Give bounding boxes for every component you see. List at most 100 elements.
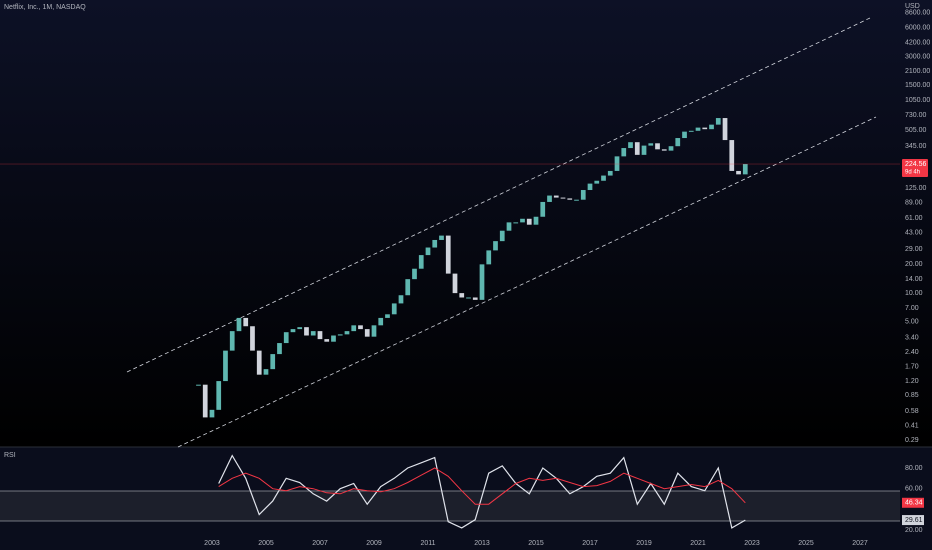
y-tick-label: 61.00 [905,215,923,222]
candle [405,279,411,296]
chart-title: Netflix, Inc., 1M, NASDAQ [4,4,86,11]
candle [364,329,370,337]
y-tick-label: 0.85 [905,392,919,399]
y-tick-label: 345.00 [905,143,927,150]
candle [722,118,728,141]
candle [216,381,222,410]
y-tick-label: 1500.00 [905,82,930,89]
countdown: 9d 4h [905,170,920,176]
candle [412,268,417,280]
candle [682,131,687,139]
candle [655,143,660,150]
candle [560,197,566,199]
candle [607,170,613,176]
candle [526,218,532,225]
candle [425,247,431,256]
candle [601,175,606,181]
x-tick-label: 2007 [312,540,328,547]
x-tick-label: 2027 [852,540,868,547]
candle [533,216,539,225]
candle [702,127,708,130]
x-tick-label: 2011 [420,540,435,547]
rsi-value-box [902,515,924,526]
candle [270,354,276,370]
candle [243,317,249,327]
candle [499,230,505,242]
y-tick-label: 20.00 [905,527,923,534]
candle [351,325,357,332]
y-tick-label: 1050.00 [905,97,930,104]
candle [736,170,741,175]
rsi-value-box [902,497,924,508]
candle [337,334,343,336]
candle [256,350,262,375]
y-tick-label: 730.00 [905,112,927,119]
candle [202,384,208,418]
x-tick-label: 2003 [204,540,220,547]
x-tick-label: 2015 [528,540,544,547]
y-tick-label: 2100.00 [905,68,930,75]
candle [263,369,269,375]
rsi-line [218,467,746,505]
candle [661,149,667,151]
candle [580,190,586,200]
candle [418,255,424,269]
candle [452,273,458,294]
x-tick-label: 2013 [474,540,490,547]
candle [223,350,228,382]
candle [594,180,600,184]
candle [520,218,525,223]
candle [445,235,451,274]
x-tick-label: 2005 [258,540,274,547]
price-pane [0,0,932,447]
candle [385,314,390,318]
candle [277,343,282,355]
candle [358,325,363,330]
x-tick-label: 2019 [636,540,652,547]
x-tick-label: 2025 [798,540,814,547]
y-tick-label: 0.58 [905,408,919,415]
candle [391,303,397,315]
y-tick-label: 1.20 [905,378,919,385]
candle [466,297,471,299]
candle [729,140,735,171]
candle [250,326,255,351]
candle [628,142,633,149]
rsi-band [0,491,900,521]
candle [331,335,336,342]
y-tick-label: 10.00 [905,290,923,297]
candle [486,250,492,265]
y-tick-label: 5.00 [905,319,919,326]
channel-line [177,116,877,448]
y-tick-label: 3.40 [905,335,919,342]
candle [547,195,552,202]
x-tick-label: 2023 [744,540,760,547]
x-tick-label: 2009 [366,540,382,547]
currency: USD [905,3,920,10]
channel-line [126,16,873,373]
candle [398,295,404,304]
x-tick-label: 2017 [582,540,598,547]
y-tick-label: 8600.00 [905,10,930,17]
y-tick-label: 6000.00 [905,25,930,32]
rsi-value-label: 29.61 [905,517,923,524]
candle [229,331,235,351]
candle [344,331,350,335]
last-price-box [902,159,928,178]
candle [439,235,444,240]
candle [236,317,242,332]
candle [675,138,681,147]
plot: 8600.00 6000.00 4200.00 3000.00 2100.00 1500.… [0,10,930,547]
candle [715,118,721,125]
candle [709,124,714,130]
y-tick-label: 20.00 [905,261,923,268]
candle [587,183,593,191]
rsi-value-label: 46.34 [905,500,923,507]
y-tick-label: 125.00 [905,185,927,192]
candle [695,127,701,131]
y-tick-label: 14.00 [905,276,923,283]
y-tick-label: 0.29 [905,437,919,444]
candle [742,164,748,175]
candle [324,339,330,342]
